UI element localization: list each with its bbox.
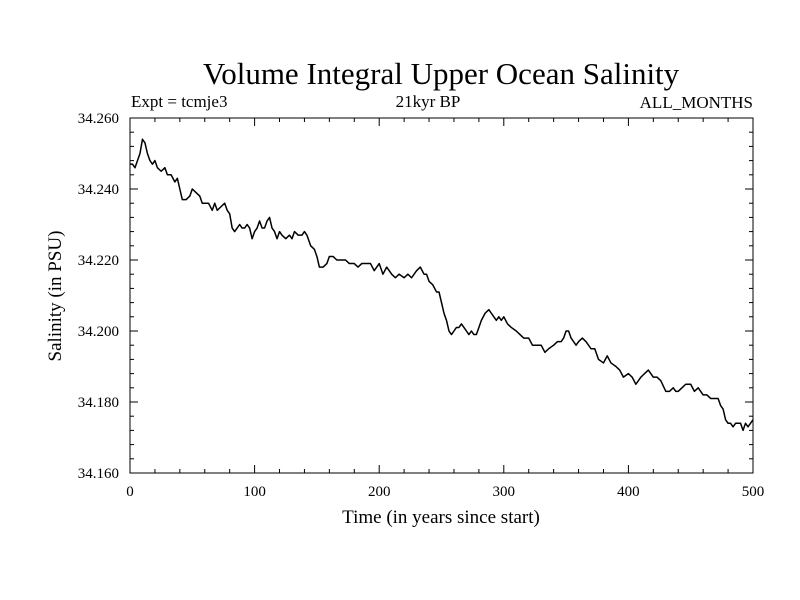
x-tick-label: 0 [126, 484, 134, 500]
tick-marks [129, 117, 754, 474]
y-tick-label: 34.260 [78, 111, 119, 127]
y-tick-labels: 34.160 34.180 34.200 34.220 34.240 34.260 [78, 111, 119, 482]
x-tick-labels: 0 100 200 300 400 500 [126, 484, 764, 500]
experiment-label: Expt = tcmje3 [131, 92, 227, 111]
x-tick-label: 300 [493, 484, 516, 500]
months-label: ALL_MONTHS [640, 93, 753, 112]
y-axis-label: Salinity (in PSU) [45, 231, 66, 362]
plot-frame [129, 117, 754, 474]
period-label: 21kyr BP [396, 92, 461, 111]
chart-title: Volume Integral Upper Ocean Salinity [203, 56, 680, 91]
y-tick-label: 34.160 [78, 466, 119, 482]
y-tick-label: 34.220 [78, 253, 119, 269]
x-tick-label: 200 [368, 484, 391, 500]
x-axis-label: Time (in years since start) [342, 507, 540, 528]
x-tick-label: 400 [617, 484, 640, 500]
y-tick-label: 34.240 [78, 182, 119, 198]
x-tick-label: 500 [742, 484, 765, 500]
x-tick-label: 100 [243, 484, 266, 500]
salinity-series-line [130, 138, 754, 432]
y-tick-label: 34.180 [78, 395, 119, 411]
y-tick-label: 34.200 [78, 324, 119, 340]
